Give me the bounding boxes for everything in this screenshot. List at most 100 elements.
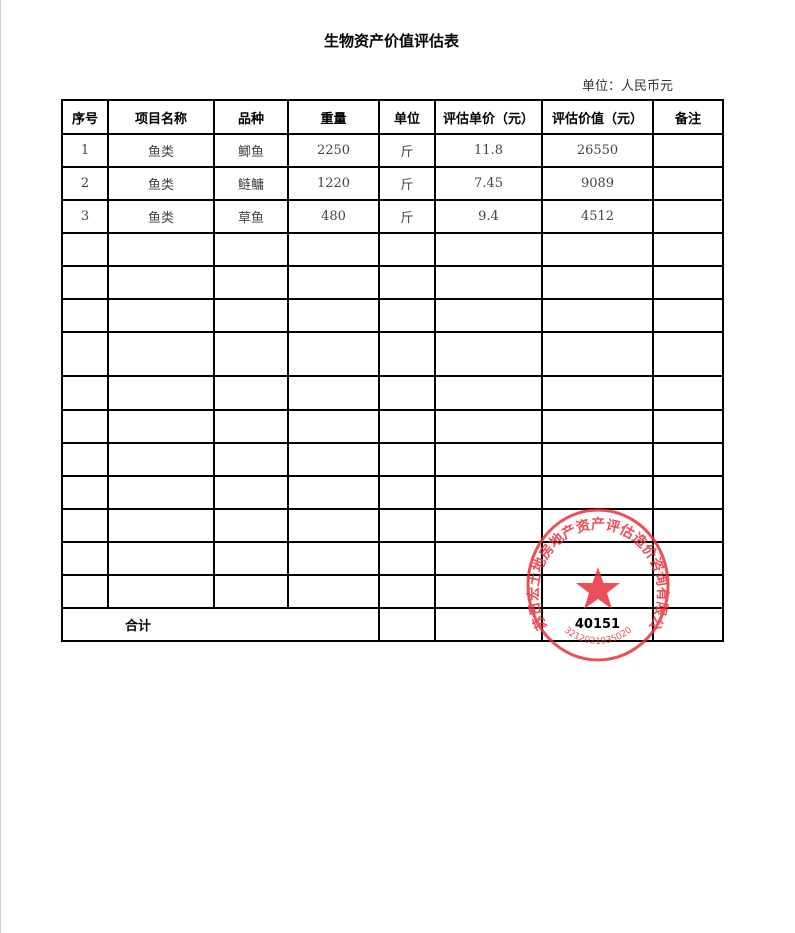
cell-remarks xyxy=(652,298,724,333)
cell-item-name xyxy=(107,375,215,411)
total-value: 40151 xyxy=(541,607,654,642)
header-item-name: 项目名称 xyxy=(107,99,215,135)
cell-item-name xyxy=(107,409,215,444)
cell-index: 2 xyxy=(61,166,109,201)
cell-item-name xyxy=(107,331,215,377)
cell-item-name xyxy=(107,541,215,576)
cell-weight xyxy=(287,541,380,576)
cell-weight xyxy=(287,442,380,477)
empty-row xyxy=(61,265,724,300)
cell-remarks xyxy=(652,442,724,477)
cell-value xyxy=(541,298,654,333)
header-value: 评估价值（元） xyxy=(541,99,654,135)
cell-unit xyxy=(378,298,436,333)
cell-unit xyxy=(378,508,436,543)
cell-weight xyxy=(287,375,380,411)
cell-item-name xyxy=(107,298,215,333)
header-weight: 重量 xyxy=(287,99,380,135)
cell-variety xyxy=(213,232,289,267)
cell-weight xyxy=(287,574,380,609)
cell-item-name: 鱼类 xyxy=(107,166,215,201)
cell-value xyxy=(541,475,654,510)
cell-variety xyxy=(213,442,289,477)
cell-remarks xyxy=(652,331,724,377)
cell-unit xyxy=(378,265,436,300)
header-unit: 单位 xyxy=(378,99,436,135)
empty-row xyxy=(61,232,724,267)
cell-variety xyxy=(213,298,289,333)
cell-variety xyxy=(213,475,289,510)
cell-weight: 2250 xyxy=(287,133,380,168)
cell-remarks xyxy=(652,199,724,234)
cell-item-name xyxy=(107,232,215,267)
cell-variety xyxy=(213,574,289,609)
cell-remarks xyxy=(652,508,724,543)
total-cell xyxy=(652,607,724,642)
cell-remarks xyxy=(652,475,724,510)
cell-index: 1 xyxy=(61,133,109,168)
empty-row xyxy=(61,331,724,377)
cell-value xyxy=(541,265,654,300)
empty-row xyxy=(61,298,724,333)
header-unit-price: 评估单价（元） xyxy=(434,99,543,135)
cell-unit-price: 7.45 xyxy=(434,166,543,201)
total-row: 合计 40151 xyxy=(61,607,724,642)
cell-index xyxy=(61,232,109,267)
cell-index xyxy=(61,265,109,300)
cell-remarks xyxy=(652,574,724,609)
header-remarks: 备注 xyxy=(652,99,724,135)
cell-value xyxy=(541,331,654,377)
cell-index xyxy=(61,298,109,333)
cell-unit-price xyxy=(434,265,543,300)
cell-unit xyxy=(378,331,436,377)
cell-weight xyxy=(287,331,380,377)
cell-index xyxy=(61,331,109,377)
cell-value: 26550 xyxy=(541,133,654,168)
cell-unit xyxy=(378,232,436,267)
cell-unit: 斤 xyxy=(378,166,436,201)
cell-variety: 草鱼 xyxy=(213,199,289,234)
cell-unit xyxy=(378,409,436,444)
cell-variety xyxy=(213,375,289,411)
cell-unit-price xyxy=(434,475,543,510)
cell-item-name: 鱼类 xyxy=(107,133,215,168)
page-title: 生物资产价值评估表 xyxy=(323,32,459,50)
cell-value: 9089 xyxy=(541,166,654,201)
valuation-table: 序号 项目名称 品种 重量 单位 评估单价（元） 评估价值（元） 备注 1 鱼类鲫… xyxy=(61,99,724,642)
cell-value xyxy=(541,442,654,477)
empty-row xyxy=(61,475,724,510)
cell-variety: 鲫鱼 xyxy=(213,133,289,168)
cell-variety xyxy=(213,331,289,377)
cell-value xyxy=(541,232,654,267)
header-index: 序号 xyxy=(61,99,109,135)
cell-variety: 鲢鳙 xyxy=(213,166,289,201)
cell-index xyxy=(61,475,109,510)
cell-item-name xyxy=(107,265,215,300)
cell-unit-price: 11.8 xyxy=(434,133,543,168)
cell-unit-price xyxy=(434,232,543,267)
cell-unit-price xyxy=(434,541,543,576)
cell-weight: 480 xyxy=(287,199,380,234)
cell-unit xyxy=(378,475,436,510)
cell-item-name: 鱼类 xyxy=(107,199,215,234)
cell-weight xyxy=(287,409,380,444)
header-variety: 品种 xyxy=(213,99,289,135)
cell-remarks xyxy=(652,232,724,267)
cell-remarks xyxy=(652,133,724,168)
empty-row xyxy=(61,375,724,411)
cell-unit-price xyxy=(434,574,543,609)
cell-index xyxy=(61,375,109,411)
empty-row xyxy=(61,442,724,477)
cell-index xyxy=(61,541,109,576)
page-edge xyxy=(0,0,1,933)
cell-unit-price: 9.4 xyxy=(434,199,543,234)
empty-row xyxy=(61,508,724,543)
cell-item-name xyxy=(107,574,215,609)
cell-unit xyxy=(378,541,436,576)
cell-index: 3 xyxy=(61,199,109,234)
cell-weight xyxy=(287,475,380,510)
unit-label: 单位：人民币元 xyxy=(582,79,674,94)
cell-variety xyxy=(213,265,289,300)
cell-weight xyxy=(287,298,380,333)
cell-variety xyxy=(213,541,289,576)
